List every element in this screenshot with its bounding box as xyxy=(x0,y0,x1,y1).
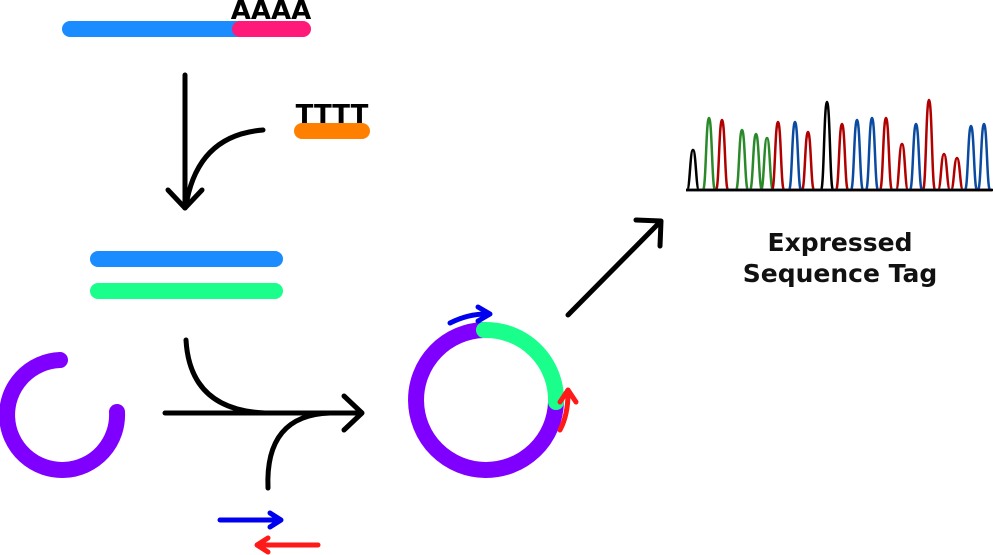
reverse-primer-arrowhead xyxy=(254,535,271,555)
caption-line-2: Sequence Tag xyxy=(743,259,937,288)
sequencing-arrow xyxy=(565,217,664,318)
plasmid-backbone xyxy=(408,322,564,478)
poly-a-label: AAAA xyxy=(231,0,312,26)
plasmid-reverse-primer xyxy=(557,390,571,433)
mrna-strand: AAAA xyxy=(62,0,312,37)
cdna-duplex xyxy=(90,251,283,299)
sequencing-primers xyxy=(217,510,321,555)
recombinant-plasmid xyxy=(408,304,579,478)
plasmid-insert xyxy=(476,321,565,410)
plasmid-reverse-primer-arrowhead xyxy=(557,387,579,405)
forward-primer-arrowhead xyxy=(267,510,284,530)
plasmid-forward-primer xyxy=(447,311,489,326)
reverse-transcription-arrow xyxy=(165,72,266,211)
poly-t-label: TTTT xyxy=(296,100,369,130)
ligation-arrow xyxy=(162,337,365,491)
oligo-dt-primer: TTTT xyxy=(294,100,370,139)
plasmid-forward-primer-arrowhead xyxy=(475,304,493,324)
chromatogram-trace xyxy=(686,98,992,192)
open-vector xyxy=(0,352,126,478)
sequencing-chromatogram xyxy=(685,98,993,192)
caption-line-1: Expressed xyxy=(768,228,913,257)
